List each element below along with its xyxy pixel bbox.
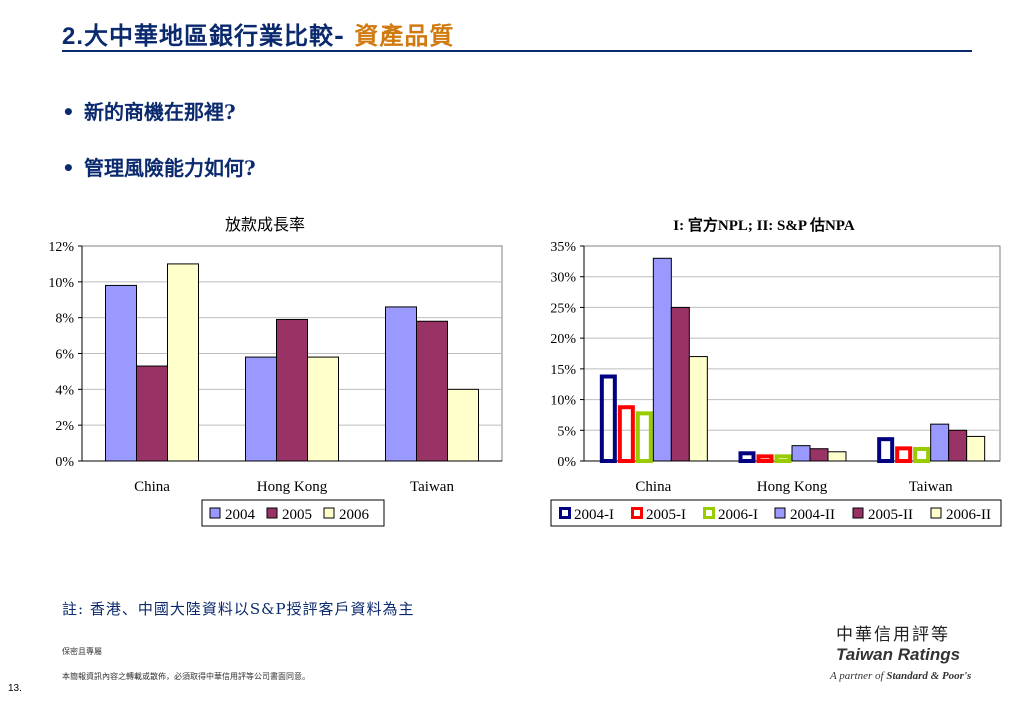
bar bbox=[948, 429, 968, 462]
legend-swatch bbox=[774, 507, 786, 519]
chart-title: I: 官方NPL; II: S&P 估NPA bbox=[673, 216, 855, 234]
legend-label: 2004-II bbox=[790, 507, 835, 523]
bar bbox=[385, 306, 417, 462]
legend-swatch bbox=[559, 507, 571, 519]
x-tick-label: China bbox=[635, 479, 671, 495]
bar bbox=[635, 411, 653, 464]
confidential-label: 保密且專屬 bbox=[62, 647, 102, 656]
y-tick-label: 30% bbox=[550, 271, 576, 286]
title-main: 大中華地區銀行業比較- bbox=[84, 21, 345, 50]
legend-swatch bbox=[703, 507, 715, 519]
title-rule bbox=[62, 50, 972, 52]
y-tick-label: 15% bbox=[550, 363, 576, 378]
x-tick-label: Taiwan bbox=[909, 479, 953, 495]
legend-swatch bbox=[209, 507, 221, 519]
y-tick-label: 0% bbox=[557, 455, 576, 470]
bullet-text: 新的商機在那裡? bbox=[84, 100, 236, 124]
y-tick-label: 10% bbox=[48, 276, 74, 291]
bullet-item: • 新的商機在那裡? bbox=[62, 96, 236, 125]
legend-swatch bbox=[631, 507, 643, 519]
page-title: 2.大中華地區銀行業比較- 資產品質 bbox=[62, 16, 454, 51]
legend-label: 2004-I bbox=[574, 507, 614, 523]
bar bbox=[738, 451, 756, 463]
y-tick-label: 5% bbox=[557, 424, 576, 439]
bar bbox=[688, 356, 708, 462]
bar bbox=[670, 306, 690, 462]
x-tick-label: China bbox=[134, 479, 170, 495]
y-tick-label: 0% bbox=[55, 455, 74, 470]
bar bbox=[599, 374, 617, 463]
bar bbox=[167, 263, 199, 462]
bar bbox=[877, 437, 895, 463]
bar bbox=[245, 356, 277, 462]
bar bbox=[809, 448, 829, 462]
y-tick-label: 2% bbox=[55, 419, 74, 434]
bar bbox=[105, 284, 137, 462]
legend-label: 2006-II bbox=[946, 507, 991, 523]
bar bbox=[307, 356, 339, 462]
bar bbox=[791, 445, 811, 462]
chart-title: 放款成長率 bbox=[225, 216, 305, 234]
title-number: 2. bbox=[62, 23, 85, 50]
x-tick-label: Hong Kong bbox=[757, 479, 828, 495]
logo-partner: A partner of Standard & Poor's bbox=[830, 670, 971, 682]
disclaimer-text: 本簡報資訊內容之轉載或散佈，必須取得中華信用評等公司書面同意。 bbox=[62, 672, 310, 681]
footnote: 註: 香港、中國大陸資料以S&P授評客戶資料為主 bbox=[62, 600, 415, 618]
legend-label: 2004 bbox=[225, 507, 256, 523]
bar bbox=[652, 257, 672, 462]
legend-box bbox=[201, 499, 385, 527]
x-tick-label: Hong Kong bbox=[257, 479, 328, 495]
legend-swatch bbox=[323, 507, 335, 519]
legend-label: 2006-I bbox=[718, 507, 758, 523]
bar bbox=[416, 320, 448, 462]
partner-prefix: A partner of bbox=[830, 670, 884, 682]
legend-swatch bbox=[266, 507, 278, 519]
bar bbox=[617, 405, 635, 464]
legend-swatch bbox=[930, 507, 942, 519]
bar bbox=[827, 451, 847, 462]
logo-chinese: 中華信用評等 bbox=[836, 625, 950, 645]
bar bbox=[276, 318, 308, 462]
legend-label: 2005 bbox=[282, 507, 312, 523]
legend-label: 2005-I bbox=[646, 507, 686, 523]
y-tick-label: 4% bbox=[55, 383, 74, 398]
bar bbox=[447, 388, 479, 462]
y-tick-label: 8% bbox=[55, 312, 74, 327]
bullet-text: 管理風險能力如何? bbox=[84, 156, 256, 180]
bar bbox=[966, 435, 986, 462]
bullet-item: • 管理風險能力如何? bbox=[62, 152, 256, 181]
y-tick-label: 35% bbox=[550, 240, 576, 255]
bullet-dot: • bbox=[62, 100, 75, 124]
bar bbox=[756, 454, 774, 464]
legend-label: 2005-II bbox=[868, 507, 913, 523]
bar bbox=[913, 446, 931, 464]
y-tick-label: 6% bbox=[55, 348, 74, 363]
bullet-dot: • bbox=[62, 156, 75, 180]
y-tick-label: 25% bbox=[550, 301, 576, 316]
bar bbox=[930, 423, 950, 462]
legend-swatch bbox=[852, 507, 864, 519]
bar bbox=[136, 365, 168, 462]
legend-label: 2006 bbox=[339, 507, 370, 523]
bar bbox=[895, 446, 913, 464]
title-accent: 資產品質 bbox=[354, 21, 455, 50]
y-tick-label: 12% bbox=[48, 240, 74, 255]
partner-name: Standard & Poor's bbox=[886, 670, 972, 682]
x-tick-label: Taiwan bbox=[410, 479, 454, 495]
y-tick-label: 10% bbox=[550, 394, 576, 409]
y-tick-label: 20% bbox=[550, 332, 576, 347]
bar bbox=[774, 454, 792, 464]
page-number: 13. bbox=[8, 683, 22, 694]
logo-english: Taiwan Ratings bbox=[836, 645, 961, 664]
